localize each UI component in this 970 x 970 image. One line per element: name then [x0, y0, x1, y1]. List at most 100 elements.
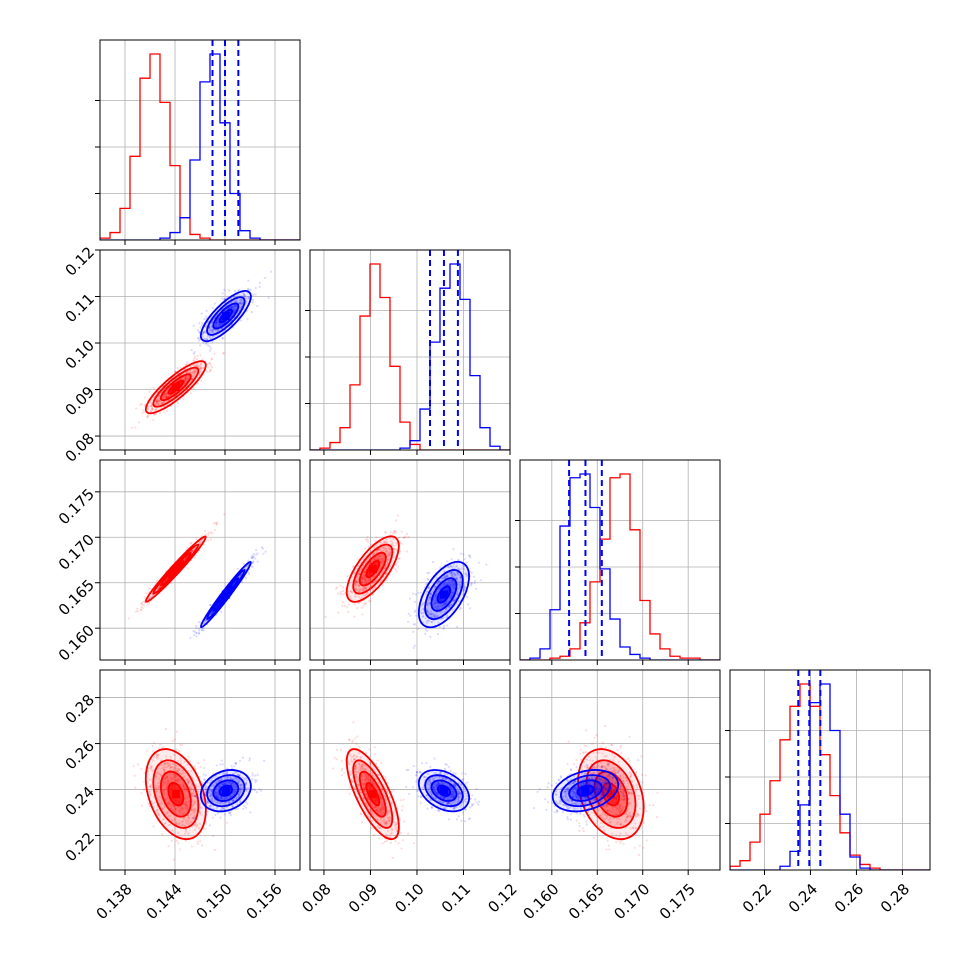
sample-point — [244, 577, 248, 580]
sample-point — [183, 784, 186, 787]
sample-point — [200, 628, 203, 632]
sample-point — [183, 558, 186, 561]
sample-point — [461, 567, 464, 570]
sample-point — [162, 780, 165, 783]
sample-point — [156, 400, 159, 403]
sample-point — [442, 576, 445, 580]
sample-point — [361, 578, 364, 581]
sample-point — [412, 623, 415, 626]
sample-point — [177, 767, 180, 771]
sample-point — [167, 815, 170, 818]
sample-point — [232, 788, 235, 792]
sample-point — [450, 571, 453, 574]
sample-point — [184, 832, 187, 835]
sample-point — [244, 297, 247, 300]
sample-point — [233, 787, 236, 790]
sample-point — [363, 586, 366, 589]
sample-point — [366, 540, 369, 543]
sample-point — [217, 793, 220, 796]
sample-point — [425, 583, 428, 586]
sample-point — [197, 632, 201, 635]
sample-point — [365, 581, 368, 584]
sample-point — [435, 593, 438, 596]
sample-point — [458, 586, 462, 589]
sample-point — [357, 558, 360, 561]
sample-point — [387, 553, 390, 556]
sample-point — [170, 405, 173, 408]
sample-point — [221, 807, 224, 810]
sample-point — [231, 306, 234, 309]
sample-point — [193, 799, 196, 802]
sample-point — [150, 764, 153, 768]
sample-point — [157, 399, 160, 402]
panel-content — [132, 728, 266, 861]
sample-point — [149, 405, 152, 408]
sample-point — [204, 621, 207, 624]
sample-point — [221, 773, 224, 776]
sample-point — [193, 355, 196, 358]
sample-point — [153, 413, 156, 416]
sample-point — [233, 295, 236, 298]
sample-point — [458, 608, 462, 611]
sample-point — [335, 587, 338, 590]
sample-point — [477, 561, 480, 564]
sample-point — [459, 576, 462, 580]
sample-point — [149, 410, 152, 413]
sample-point — [358, 588, 361, 591]
sample-point — [232, 306, 235, 309]
sample-point — [448, 581, 451, 584]
sample-point — [251, 566, 254, 569]
sample-point — [381, 561, 384, 564]
sample-point — [178, 750, 181, 753]
sample-point — [436, 582, 439, 585]
sample-point — [189, 542, 192, 545]
sample-point — [355, 581, 358, 584]
sample-point — [154, 810, 158, 813]
sample-point — [381, 557, 384, 560]
sample-point — [182, 772, 185, 775]
sample-point — [386, 560, 389, 563]
sample-point — [163, 766, 166, 769]
sample-point — [210, 366, 214, 369]
sample-point — [232, 308, 235, 311]
sample-point — [362, 564, 365, 567]
sample-point — [241, 787, 244, 790]
sample-point — [183, 787, 186, 790]
sample-point — [191, 550, 194, 553]
sample-point — [152, 750, 155, 753]
sample-point — [170, 766, 173, 769]
sample-point — [210, 612, 213, 615]
sample-point — [201, 358, 204, 361]
sample-point — [429, 593, 432, 596]
sample-point — [379, 554, 382, 557]
sample-point — [214, 521, 217, 524]
sample-point — [192, 792, 195, 795]
sample-point — [452, 599, 455, 603]
sample-point — [186, 377, 189, 380]
sample-point — [202, 331, 205, 334]
sample-point — [247, 279, 250, 282]
sample-point — [162, 789, 165, 793]
sample-point — [193, 364, 196, 367]
sample-point — [362, 573, 365, 576]
sample-point — [235, 306, 238, 309]
sample-point — [170, 777, 173, 781]
sample-point — [462, 588, 466, 591]
sample-point — [206, 344, 210, 347]
sample-point — [228, 780, 231, 784]
density-peak — [439, 590, 448, 599]
sample-point — [385, 572, 388, 575]
sample-point — [168, 802, 171, 805]
sample-point — [209, 328, 212, 331]
sample-point — [453, 583, 456, 586]
sample-point — [176, 779, 179, 783]
sample-point — [156, 403, 159, 406]
sample-point — [456, 572, 459, 575]
sample-point — [154, 790, 157, 794]
sample-point — [192, 808, 195, 811]
sample-point — [166, 775, 169, 778]
sample-point — [240, 299, 243, 302]
sample-point — [237, 781, 240, 784]
panel-2-1: 0.080.090.100.110.12 — [62, 243, 301, 466]
sample-point — [233, 305, 236, 308]
